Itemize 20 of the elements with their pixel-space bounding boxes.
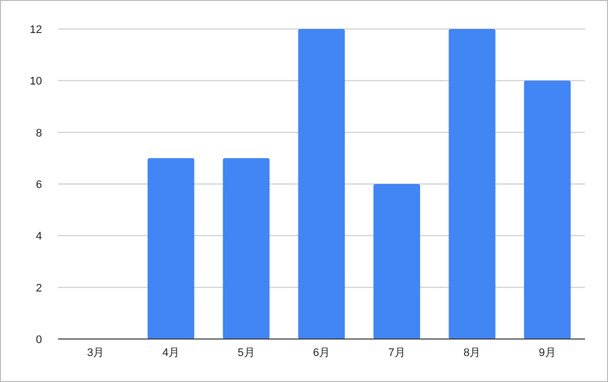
bar [524, 80, 571, 339]
bar [373, 184, 420, 339]
x-tick-label: 6月 [312, 347, 330, 359]
bar [448, 29, 496, 339]
y-tick-label: 2 [36, 282, 42, 294]
y-tick-label: 8 [36, 127, 42, 140]
x-tick-label: 5月 [238, 347, 255, 359]
y-tick-label: 0 [36, 334, 42, 346]
y-tick-label: 4 [36, 230, 42, 243]
y-tick-label: 6 [36, 179, 42, 191]
x-tick-label: 3月 [87, 347, 104, 359]
y-tick-label: 10 [30, 76, 42, 88]
x-tick-label: 9月 [538, 347, 556, 359]
bar [298, 29, 345, 339]
x-tick-label: 7月 [388, 347, 406, 359]
y-tick-label: 12 [30, 24, 42, 36]
bar [148, 158, 194, 339]
x-tick-label: 8月 [464, 347, 481, 359]
x-tick-label: 4月 [162, 347, 180, 359]
bar [222, 158, 270, 339]
